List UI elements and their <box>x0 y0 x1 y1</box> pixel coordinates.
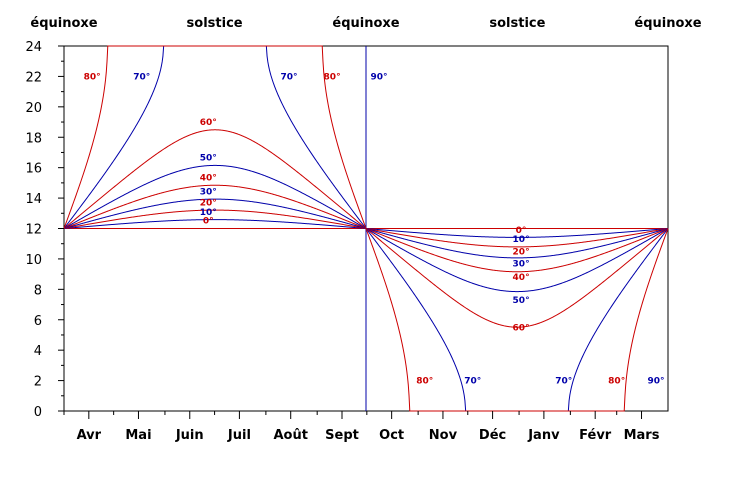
y-tick-label-0: 0 <box>34 405 42 420</box>
x-tick-label-Févr: Févr <box>579 428 612 443</box>
x-tick-label-Juin: Juin <box>175 428 204 443</box>
series-line-20-summer <box>63 209 367 229</box>
x-tick-label-Oct: Oct <box>379 428 404 443</box>
x-tick-label-Déc: Déc <box>479 428 506 443</box>
series-label-30-summer: 30° <box>200 187 217 197</box>
series-label-60-winter: 60° <box>513 323 530 333</box>
series-labels: 0°0°10°10°20°20°30°30°40°40°50°50°60°60°… <box>84 72 665 386</box>
series-label-40-winter: 40° <box>513 273 530 283</box>
series-label-70-summer-1: 70° <box>281 72 298 82</box>
series-label-80-winter-1: 80° <box>608 377 625 387</box>
series-label-0-summer: 0° <box>203 217 214 227</box>
series-line-10-summer <box>63 219 367 229</box>
y-tick-label-16: 16 <box>25 162 42 177</box>
x-tick-label-Janv: Janv <box>527 428 560 443</box>
series-label-70-summer-0: 70° <box>133 72 150 82</box>
series-line-80-winter <box>365 228 669 412</box>
series-label-50-summer: 50° <box>200 154 217 164</box>
top-label-0: équinoxe <box>30 16 97 31</box>
y-tick-label-20: 20 <box>25 101 42 116</box>
series-line-20-winter <box>365 228 669 248</box>
series-line-60-summer <box>63 129 367 229</box>
x-tick-label-Août: Août <box>273 428 307 443</box>
series-label-60-summer: 60° <box>200 118 217 128</box>
series-line-10-winter <box>365 228 669 238</box>
series-label-70-winter-0: 70° <box>464 377 481 387</box>
series-line-30-summer <box>63 198 367 229</box>
series-line-30-winter <box>365 228 669 259</box>
series-line-40-summer <box>63 184 367 229</box>
series-label-90-winter-0: 90° <box>647 377 664 387</box>
top-label-2: équinoxe <box>332 16 399 31</box>
y-tick-label-2: 2 <box>34 375 42 390</box>
y-tick-label-18: 18 <box>25 131 42 146</box>
y-tick-label-22: 22 <box>25 70 42 85</box>
series-curves <box>63 45 669 412</box>
y-tick-label-24: 24 <box>25 40 42 55</box>
y-tick-label-4: 4 <box>34 344 42 359</box>
y-tick-label-12: 12 <box>25 223 42 238</box>
y-tick-label-14: 14 <box>25 192 42 207</box>
series-label-80-winter-0: 80° <box>416 377 433 387</box>
series-label-0-winter: 0° <box>516 226 527 236</box>
top-label-3: solstice <box>489 16 545 31</box>
series-line-60-winter <box>365 228 669 328</box>
series-label-30-winter: 30° <box>513 259 530 269</box>
y-tick-label-8: 8 <box>34 283 42 298</box>
series-label-80-summer-0: 80° <box>84 72 101 82</box>
y-tick-label-10: 10 <box>25 253 42 268</box>
series-line-50-winter <box>365 228 669 293</box>
series-label-20-winter: 20° <box>513 247 530 257</box>
top-label-4: équinoxe <box>634 16 701 31</box>
series-label-20-summer: 20° <box>200 198 217 208</box>
y-tick-label-6: 6 <box>34 314 42 329</box>
series-line-80-summer <box>63 45 367 229</box>
x-tick-label-Mars: Mars <box>624 428 660 443</box>
top-label-1: solstice <box>187 16 243 31</box>
series-label-10-winter: 10° <box>513 235 530 245</box>
series-label-10-summer: 10° <box>200 208 217 218</box>
series-label-90-summer-0: 90° <box>370 72 387 82</box>
series-line-50-summer <box>63 164 367 229</box>
series-line-40-winter <box>365 228 669 273</box>
x-tick-label-Sept: Sept <box>325 428 359 443</box>
series-label-80-summer-1: 80° <box>324 72 341 82</box>
series-label-40-summer: 40° <box>200 173 217 183</box>
x-tick-label-Avr: Avr <box>77 428 102 443</box>
series-label-70-winter-1: 70° <box>555 377 572 387</box>
x-tick-label-Juil: Juil <box>227 428 251 443</box>
x-tick-label-Mai: Mai <box>125 428 151 443</box>
series-label-50-winter: 50° <box>513 296 530 306</box>
x-tick-label-Nov: Nov <box>429 428 458 443</box>
